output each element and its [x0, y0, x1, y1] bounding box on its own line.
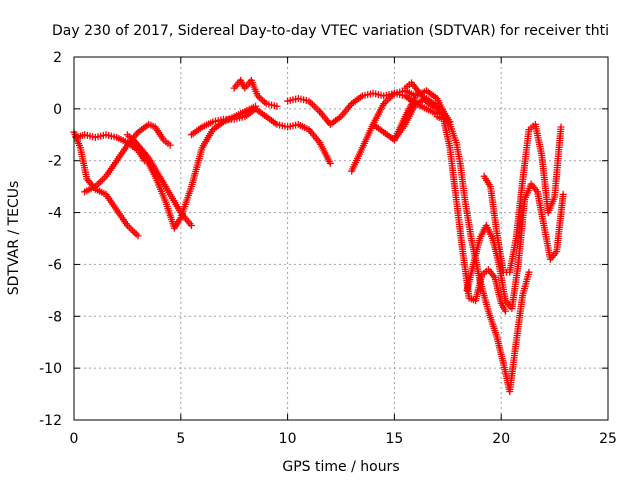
data-point: [127, 225, 135, 233]
y-tick-label: -12: [39, 413, 62, 429]
data-point: [132, 230, 140, 238]
data-point: [557, 123, 565, 131]
data-point: [187, 222, 195, 230]
data-point: [326, 159, 334, 167]
data-point: [383, 96, 391, 104]
data-point: [166, 141, 174, 149]
y-tick-label: -2: [48, 154, 62, 170]
data-point: [129, 227, 137, 235]
data-point: [131, 228, 139, 236]
data-point: [273, 102, 281, 110]
data-point: [309, 101, 317, 109]
axis-ticks: 0 5 10 15 20 25 -12 -10 -8 -6 -4 -2 0 2: [39, 50, 617, 447]
data-point: [97, 177, 105, 185]
y-tick-label: 0: [53, 102, 62, 118]
chart-title: Day 230 of 2017, Sidereal Day-to-day VTE…: [52, 23, 609, 39]
y-tick-label: -8: [48, 309, 62, 325]
data-point: [310, 102, 318, 110]
x-tick-label: 25: [599, 431, 617, 447]
x-axis-label: GPS time / hours: [282, 459, 399, 475]
y-axis-label: SDTVAR / TECUs: [6, 181, 22, 296]
data-point: [125, 223, 133, 231]
data-point: [98, 176, 106, 184]
y-tick-label: -4: [48, 206, 62, 222]
data-point: [559, 190, 567, 198]
y-tick-label: -6: [48, 257, 62, 273]
data-point: [259, 97, 267, 105]
data-point: [314, 106, 322, 114]
data-point: [123, 131, 131, 139]
x-tick-label: 5: [176, 431, 185, 447]
data-point: [525, 268, 533, 276]
data-point: [312, 104, 320, 112]
data-point: [501, 307, 509, 315]
x-tick-label: 10: [279, 431, 297, 447]
plot-border: [73, 56, 609, 421]
x-tick-label: 20: [492, 431, 510, 447]
y-tick-label: 2: [53, 50, 62, 66]
y-tick-label: -10: [39, 361, 62, 377]
data-points: [70, 76, 567, 395]
x-tick-label: 0: [70, 431, 79, 447]
data-point: [95, 179, 103, 187]
x-tick-label: 15: [385, 431, 403, 447]
data-point: [134, 232, 142, 240]
data-point: [257, 95, 265, 103]
grid-lines: [74, 57, 608, 420]
data-point: [100, 174, 108, 182]
